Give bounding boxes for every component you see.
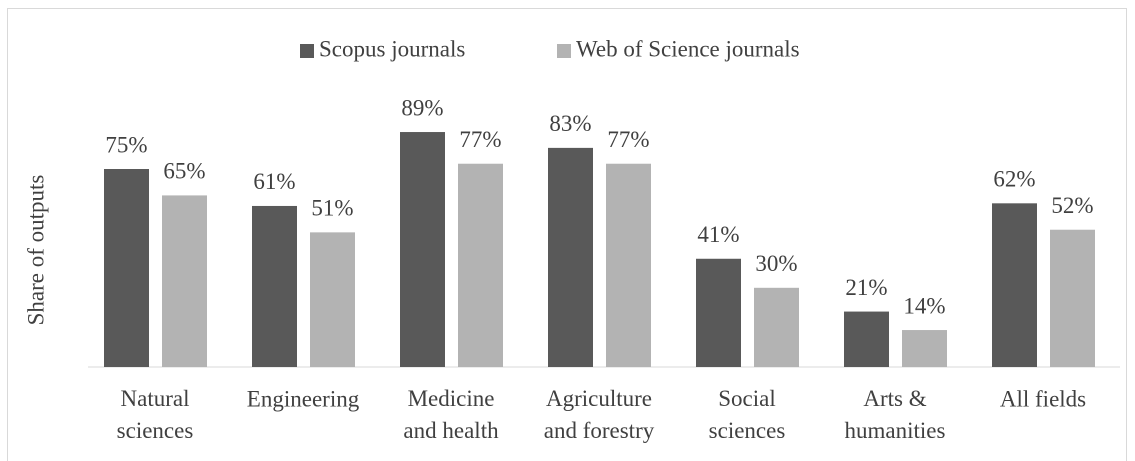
- bar: [400, 132, 445, 367]
- bar: [310, 232, 355, 367]
- value-label: 61%: [253, 169, 295, 194]
- bar: [458, 163, 503, 367]
- bar: [606, 163, 651, 367]
- value-label: 41%: [697, 222, 739, 247]
- bar: [548, 147, 593, 367]
- value-label: 83%: [549, 111, 591, 136]
- bar: [844, 311, 889, 367]
- value-label: 62%: [993, 167, 1035, 192]
- bar: [162, 195, 207, 367]
- x-tick-label: All fields: [1000, 386, 1086, 411]
- value-label: 75%: [105, 132, 147, 157]
- legend-swatch: [300, 44, 314, 58]
- x-tick-label: Agriculture and forestry: [544, 386, 655, 443]
- bar: [992, 203, 1037, 367]
- legend-swatch: [557, 44, 571, 58]
- bar: [696, 258, 741, 367]
- value-label: 30%: [755, 251, 797, 276]
- value-label: 14%: [903, 293, 945, 318]
- x-tick-label: Social sciences: [709, 386, 786, 443]
- y-axis-label: Share of outputs: [23, 175, 48, 326]
- x-tick-label: Medicine and health: [403, 386, 499, 443]
- legend-label: Web of Science journals: [576, 36, 800, 61]
- value-label: 77%: [607, 127, 649, 152]
- x-tick-label: Engineering: [247, 386, 360, 411]
- bar: [902, 330, 947, 367]
- value-label: 77%: [459, 127, 501, 152]
- bar: [1050, 229, 1095, 367]
- value-label: 51%: [311, 196, 353, 221]
- bar: [104, 169, 149, 367]
- value-label: 21%: [845, 275, 887, 300]
- chart-frame: [7, 8, 1127, 461]
- value-label: 89%: [401, 95, 443, 120]
- legend-label: Scopus journals: [319, 36, 465, 61]
- bar: [252, 205, 297, 367]
- value-label: 65%: [163, 159, 205, 184]
- x-tick-label: Arts & humanities: [845, 386, 946, 443]
- x-tick-label: Natural sciences: [117, 386, 194, 443]
- value-label: 52%: [1051, 193, 1093, 218]
- bar: [754, 287, 799, 367]
